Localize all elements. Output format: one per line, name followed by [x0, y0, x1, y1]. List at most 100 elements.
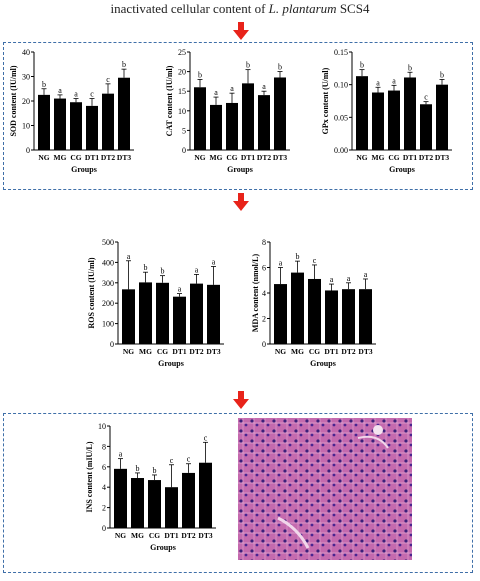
bar: [118, 77, 130, 150]
x-tick-label: DT3: [358, 347, 372, 356]
bar: [190, 283, 203, 344]
y-tick-label: 4: [262, 289, 266, 298]
significance-letter: a: [392, 76, 396, 85]
significance-letter: b: [408, 63, 412, 72]
significance-letter: b: [246, 61, 250, 70]
y-tick-label: 6: [102, 463, 106, 472]
significance-letter: a: [262, 82, 266, 91]
bar: [148, 480, 161, 528]
x-tick-label: DT3: [435, 153, 449, 162]
x-tick-label: DT3: [198, 531, 212, 540]
x-tick-label: CG: [226, 153, 237, 162]
bar: [372, 92, 384, 150]
panel-box-antioxidant: [3, 42, 473, 190]
y-tick-label: 0: [262, 340, 266, 349]
x-axis-label: Groups: [158, 359, 184, 368]
x-tick-label: DT1: [324, 347, 338, 356]
y-axis-label: CAT content (IU/ml): [165, 65, 174, 136]
bar: [102, 93, 114, 150]
x-tick-label: NG: [356, 153, 367, 162]
y-tick-label: 0: [102, 524, 106, 533]
significance-letter: a: [119, 450, 123, 459]
x-tick-label: DT2: [189, 347, 203, 356]
significance-letter: c: [90, 90, 94, 99]
bar: [199, 462, 212, 528]
y-tick-label: 0: [182, 146, 186, 155]
x-tick-label: DT1: [172, 347, 186, 356]
significance-letter: b: [42, 80, 46, 89]
bar: [242, 83, 254, 150]
significance-letter: b: [440, 70, 444, 79]
significance-letter: c: [313, 256, 317, 265]
x-tick-label: DT1: [164, 531, 178, 540]
significance-letter: c: [170, 456, 174, 465]
mda-chart: 0 2 4 6 8 a NG b MG c CG a DT1 a DT2 a DT3 Groups MDA cont…: [251, 238, 376, 368]
y-tick-label: 200: [102, 299, 114, 308]
significance-letter: c: [424, 93, 428, 102]
header-prefix: inactivated cellular content of: [110, 1, 269, 16]
x-tick-label: DT1: [403, 153, 417, 162]
x-axis-label: Groups: [389, 165, 415, 174]
y-tick-label: 0.00: [334, 146, 348, 155]
x-tick-label: NG: [275, 347, 286, 356]
y-tick-label: 2: [102, 504, 106, 513]
y-tick-label: 0.15: [334, 48, 348, 57]
x-tick-label: CG: [70, 153, 81, 162]
significance-letter: b: [153, 466, 157, 475]
ins-chart: 0 2 4 6 8 10 a NG b MG b CG c DT1 c DT2 c DT3 Groups INS co…: [85, 422, 216, 552]
bar: [165, 487, 178, 528]
x-tick-label: DT2: [181, 531, 195, 540]
y-tick-label: 0: [26, 146, 30, 155]
significance-letter: a: [74, 90, 78, 99]
x-tick-label: CG: [149, 531, 160, 540]
bar: [356, 76, 368, 150]
y-tick-label: 0.10: [334, 81, 348, 90]
y-axis-label: ROS content (IU/ml): [87, 257, 96, 328]
x-tick-label: DT2: [419, 153, 433, 162]
x-tick-label: DT2: [341, 347, 355, 356]
histology-image: [238, 418, 412, 560]
bar: [436, 84, 448, 150]
y-tick-label: 10: [178, 107, 186, 116]
y-tick-label: 8: [102, 442, 106, 451]
bar: [173, 296, 186, 344]
significance-letter: c: [187, 455, 191, 464]
significance-letter: c: [204, 433, 208, 442]
significance-letter: a: [364, 270, 368, 279]
bar: [114, 468, 127, 528]
significance-letter: b: [278, 63, 282, 72]
bar: [194, 87, 206, 150]
bar: [38, 94, 50, 150]
y-tick-label: 6: [262, 264, 266, 273]
bar: [258, 95, 270, 150]
x-tick-label: NG: [123, 347, 134, 356]
y-tick-label: 500: [102, 238, 114, 247]
y-tick-label: 300: [102, 279, 114, 288]
bar: [54, 98, 66, 150]
bar: [86, 105, 98, 150]
x-tick-label: CG: [157, 347, 168, 356]
x-tick-label: DT3: [117, 153, 131, 162]
bar: [182, 472, 195, 528]
bar: [325, 290, 338, 344]
y-tick-label: 4: [102, 483, 106, 492]
significance-letter: a: [214, 88, 218, 97]
significance-letter: b: [360, 61, 364, 70]
sod-chart: 0 10 20 30 40 b NG a MG a CG c DT1 c DT2 b DT3 Groups SOD …: [9, 48, 134, 174]
x-tick-label: NG: [115, 531, 126, 540]
significance-letter: a: [347, 274, 351, 283]
x-tick-label: CG: [388, 153, 399, 162]
significance-letter: b: [144, 263, 148, 272]
x-axis-label: Groups: [310, 359, 336, 368]
x-tick-label: DT1: [85, 153, 99, 162]
bar: [122, 289, 135, 344]
gpx-chart: 0.00 0.05 0.10 0.15 b NG a MG a CG b DT1 c DT2 b DT3 Gro…: [321, 48, 452, 174]
significance-letter: a: [230, 84, 234, 93]
bar: [274, 77, 286, 150]
bar: [139, 282, 152, 344]
x-tick-label: MG: [131, 531, 144, 540]
x-tick-label: DT2: [257, 153, 271, 162]
significance-letter: a: [195, 265, 199, 274]
x-tick-label: MG: [291, 347, 304, 356]
panel-box-insulin: [3, 413, 473, 573]
